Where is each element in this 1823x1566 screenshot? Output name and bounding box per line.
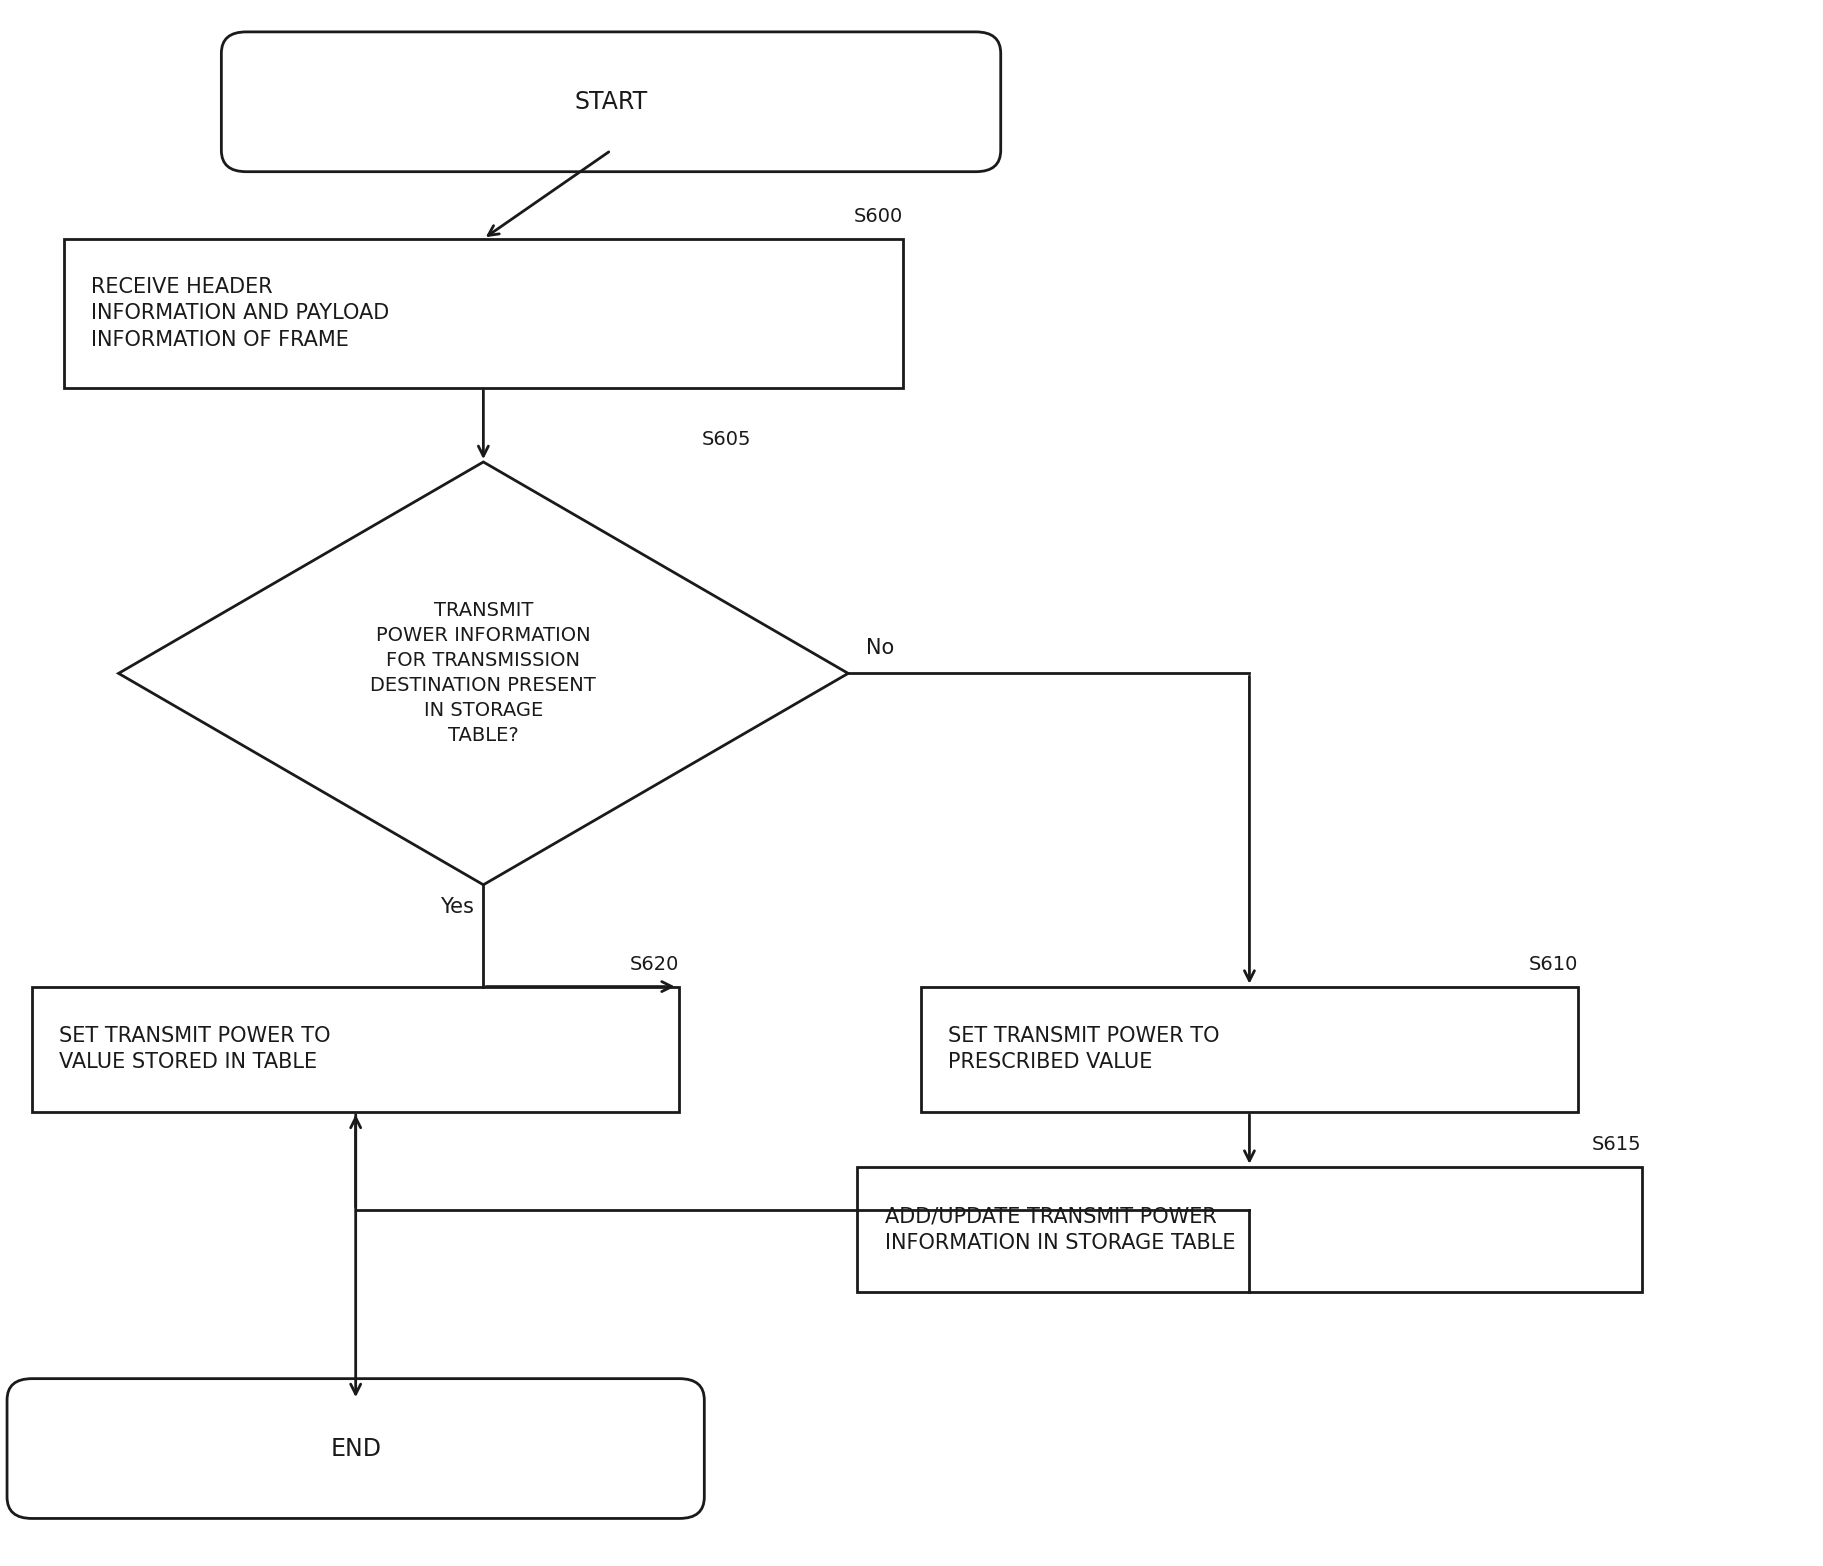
Text: SET TRANSMIT POWER TO
PRESCRIBED VALUE: SET TRANSMIT POWER TO PRESCRIBED VALUE	[948, 1026, 1220, 1073]
Text: S620: S620	[629, 955, 678, 974]
Text: END: END	[330, 1436, 381, 1461]
Text: ADD/UPDATE TRANSMIT POWER
INFORMATION IN STORAGE TABLE: ADD/UPDATE TRANSMIT POWER INFORMATION IN…	[884, 1206, 1234, 1253]
Text: TRANSMIT
POWER INFORMATION
FOR TRANSMISSION
DESTINATION PRESENT
IN STORAGE
TABLE: TRANSMIT POWER INFORMATION FOR TRANSMISS…	[370, 601, 596, 745]
Text: Yes: Yes	[439, 897, 474, 918]
Bar	[33, 987, 678, 1112]
Bar	[857, 1167, 1641, 1292]
Text: S605: S605	[702, 431, 751, 449]
FancyBboxPatch shape	[7, 1378, 704, 1519]
Bar	[921, 987, 1577, 1112]
Text: S600: S600	[853, 207, 902, 226]
Bar	[64, 238, 902, 387]
FancyBboxPatch shape	[221, 31, 1001, 172]
Text: SET TRANSMIT POWER TO
VALUE STORED IN TABLE: SET TRANSMIT POWER TO VALUE STORED IN TA…	[60, 1026, 330, 1073]
Text: START: START	[574, 89, 647, 114]
Text: RECEIVE HEADER
INFORMATION AND PAYLOAD
INFORMATION OF FRAME: RECEIVE HEADER INFORMATION AND PAYLOAD I…	[91, 277, 390, 349]
Polygon shape	[118, 462, 848, 885]
Text: S615: S615	[1591, 1135, 1641, 1154]
Text: S610: S610	[1528, 955, 1577, 974]
Text: No: No	[866, 637, 893, 658]
